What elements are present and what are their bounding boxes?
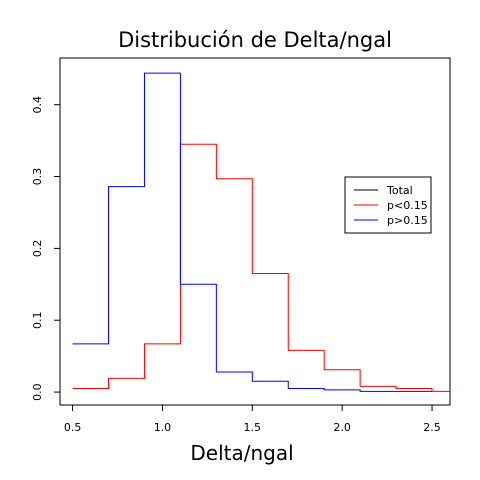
chart-title: Distribución de Delta/ngal (118, 28, 392, 52)
x-tick-label: 1.0 (154, 421, 172, 434)
x-axis-label: Delta/ngal (190, 441, 293, 465)
y-tick-label: 0.0 (31, 383, 44, 401)
x-tick-label: 2.5 (423, 421, 441, 434)
y-tick-label: 0.4 (31, 96, 44, 114)
y-tick-label: 0.3 (31, 168, 44, 186)
series-line-0 (72, 143, 450, 392)
x-tick-label: 2.0 (333, 421, 351, 434)
legend-label: p<0.15 (387, 199, 428, 212)
legend: Total p<0.15 p>0.15 (344, 176, 432, 234)
y-tick-label: 0.2 (31, 240, 44, 258)
x-tick-label: 0.5 (64, 421, 82, 434)
series-layer (72, 72, 450, 392)
legend-label: Total (386, 184, 413, 197)
x-axis: 0.5 1.0 1.5 2.0 2.5 (64, 404, 441, 434)
x-tick-label: 1.5 (244, 421, 262, 434)
y-tick-label: 0.1 (31, 311, 44, 329)
legend-label: p>0.15 (387, 214, 428, 227)
y-axis: 0.0 0.1 0.2 0.3 0.4 (31, 96, 61, 401)
series-line-1 (72, 72, 433, 392)
